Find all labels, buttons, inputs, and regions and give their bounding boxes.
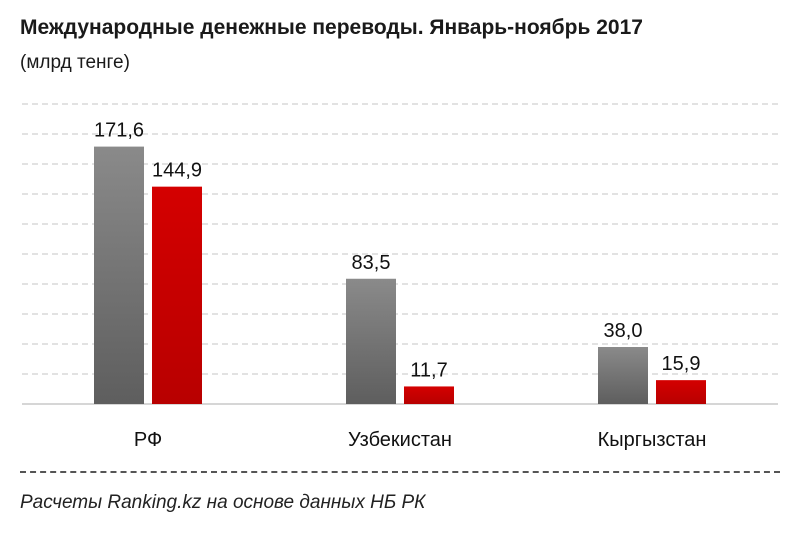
category-label: РФ bbox=[134, 429, 162, 451]
data-label: 15,9 bbox=[662, 353, 701, 375]
bar-series1-3 bbox=[598, 347, 648, 404]
bar-series2-1 bbox=[152, 186, 202, 404]
category-label: Кыргызстан bbox=[598, 429, 707, 451]
footer-divider bbox=[20, 471, 780, 473]
data-label: 144,9 bbox=[152, 160, 202, 182]
chart-title: Международные денежные переводы. Январь-… bbox=[20, 16, 643, 39]
data-label: 38,0 bbox=[604, 320, 643, 342]
chart-subtitle: (млрд тенге) bbox=[20, 52, 130, 73]
data-label: 11,7 bbox=[410, 359, 447, 381]
source-note: Расчеты Ranking.kz на основе данных НБ Р… bbox=[20, 492, 426, 513]
category-label: Узбекистан bbox=[348, 429, 452, 451]
bar-series1-1 bbox=[94, 146, 144, 404]
data-label: 171,6 bbox=[94, 120, 144, 142]
bar-series2-3 bbox=[656, 380, 706, 404]
data-label: 83,5 bbox=[352, 252, 391, 274]
bar-series2-2 bbox=[404, 386, 454, 404]
bar-series1-2 bbox=[346, 278, 396, 404]
